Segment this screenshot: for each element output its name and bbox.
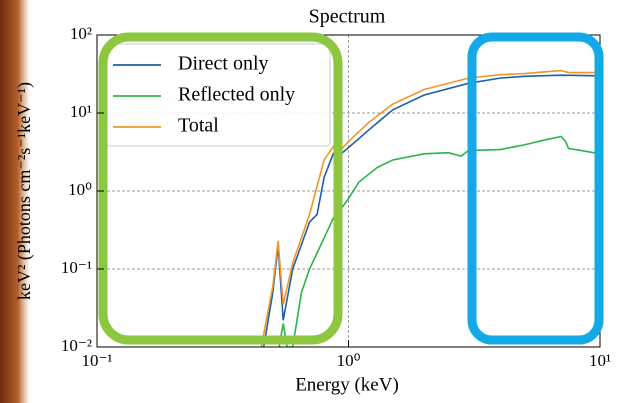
series-line (260, 69, 600, 347)
highlight-box (467, 32, 604, 345)
legend-label: Direct only (178, 53, 269, 75)
chart-title: Spectrum (309, 6, 386, 28)
x-tick-label: 10⁰ (337, 351, 361, 370)
y-tick-label: 10⁰ (68, 180, 92, 199)
y-axis-label: keV² (Photons cm⁻²s⁻¹keV⁻¹) (14, 82, 35, 300)
y-tick-label: 10⁻² (61, 336, 92, 355)
x-tick-label: 10¹ (589, 351, 611, 370)
background-strip (0, 0, 30, 403)
y-tick-label: 10¹ (70, 102, 92, 121)
y-tick-label: 10² (70, 24, 92, 43)
x-axis-label: Energy (keV) (295, 374, 399, 395)
legend-label: Total (178, 115, 219, 137)
series-line (278, 135, 600, 347)
y-tick-label: 10⁻¹ (61, 258, 92, 277)
legend: Direct only Reflected only Total (105, 43, 331, 147)
legend-label: Reflected only (178, 84, 295, 106)
x-tick-label: 10⁻¹ (81, 351, 112, 370)
highlight-box (98, 32, 343, 345)
